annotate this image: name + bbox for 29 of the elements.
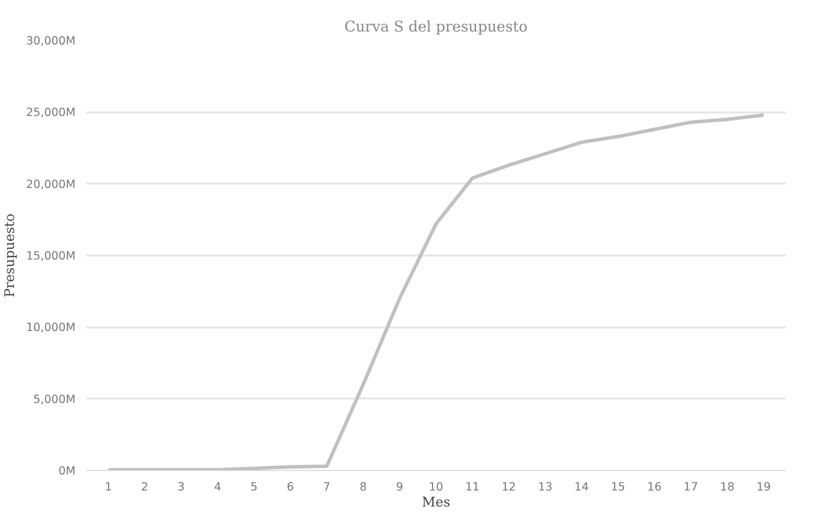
y-tick-label: 15,000M (26, 248, 76, 262)
y-tick-label: 20,000M (26, 176, 76, 191)
x-tick-label: 4 (214, 480, 222, 494)
x-tick-label: 18 (720, 480, 734, 494)
chart-title: Curva S del presupuesto (344, 18, 528, 36)
x-tick-label: 3 (178, 480, 185, 494)
x-tick-label: 10 (428, 480, 444, 494)
x-tick-label: 5 (250, 480, 258, 494)
x-tick-label: 12 (502, 480, 516, 494)
x-tick-label: 13 (538, 480, 552, 494)
x-tick-label: 9 (396, 480, 404, 494)
y-tick-label: 0M (58, 464, 76, 478)
x-tick-label: 7 (323, 480, 330, 494)
y-axis-title: Presupuesto (3, 214, 18, 298)
x-tick-label: 19 (756, 480, 771, 494)
y-tick-label: 5,000M (33, 392, 76, 406)
x-axis-title: Mes (422, 496, 450, 510)
x-tick-label: 14 (574, 480, 589, 494)
x-tick-label: 2 (141, 480, 148, 494)
x-tick-label: 6 (286, 480, 294, 494)
x-tick-label: 15 (610, 480, 626, 494)
x-tick-label: 17 (684, 480, 698, 494)
x-tick-label: 1 (104, 480, 112, 494)
x-tick-label: 16 (647, 480, 662, 494)
y-tick-label: 25,000M (26, 105, 76, 120)
y-tick-label: 30,000M (26, 34, 76, 48)
y-tick-label: 10,000M (26, 320, 76, 334)
x-tick-label: 11 (465, 480, 480, 494)
x-tick-label: 8 (360, 480, 367, 494)
